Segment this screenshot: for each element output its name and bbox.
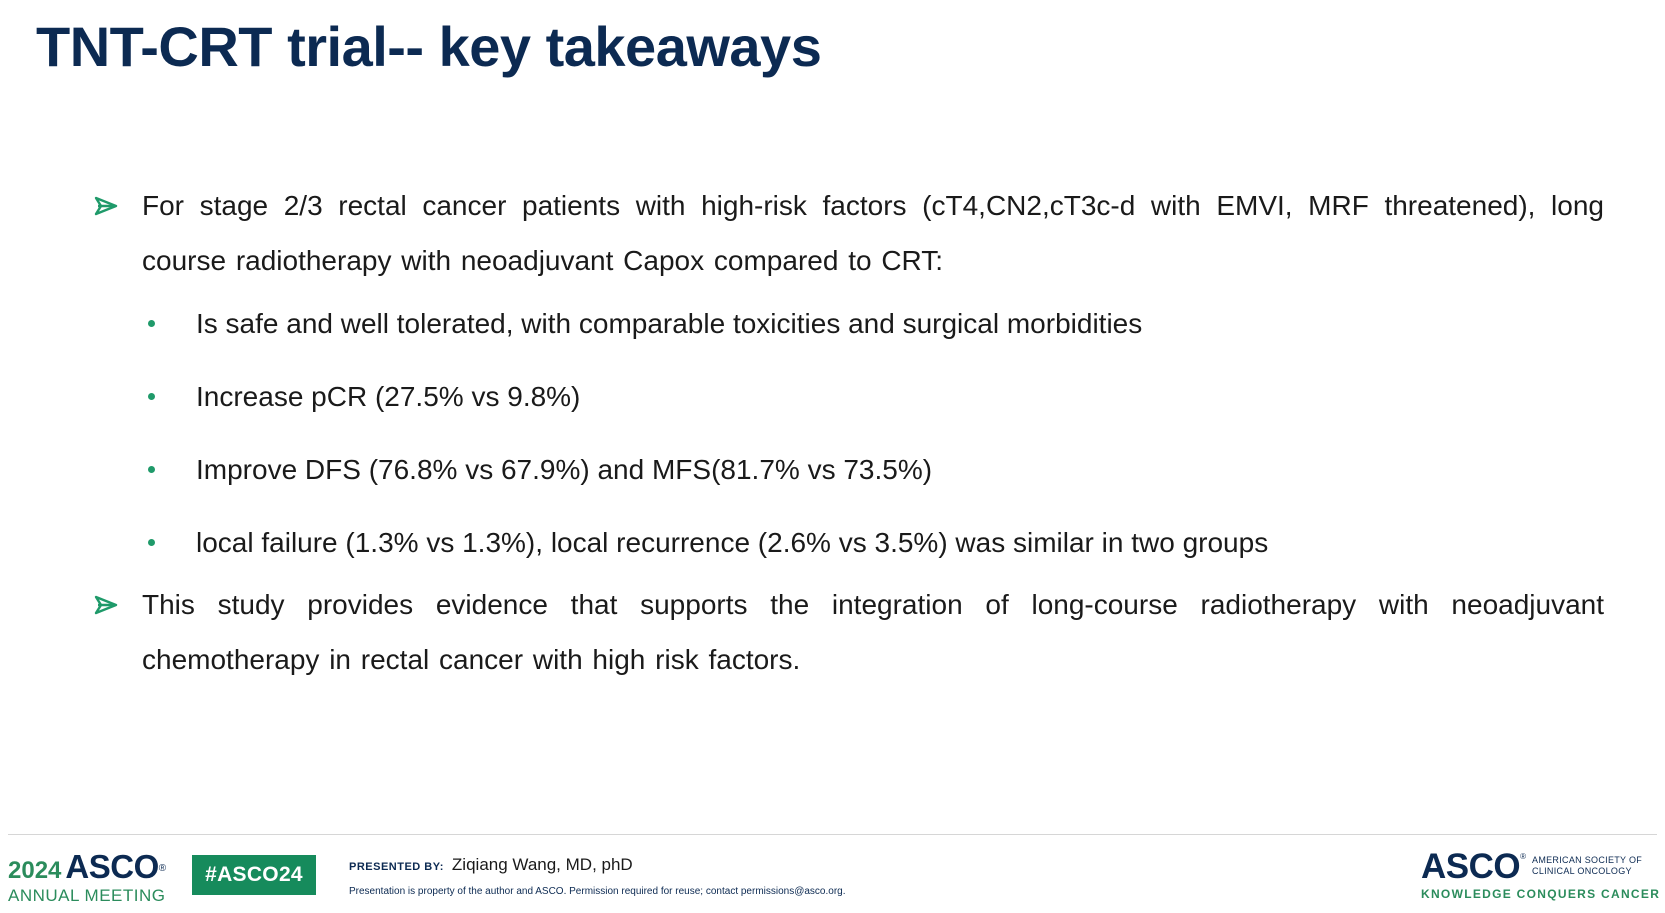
asco-logo: ASCO ® American Society of Clinical Onco… xyxy=(1421,847,1661,902)
sub-bullet-text: Is safe and well tolerated, with compara… xyxy=(196,308,1143,339)
slide-title: TNT-CRT trial-- key takeaways xyxy=(36,15,822,78)
footer-divider xyxy=(8,834,1657,835)
annual-meeting-logo: 2024 ASCO ® ANNUAL MEETING xyxy=(8,850,166,906)
bullet-text: For stage 2/3 rectal cancer patients wit… xyxy=(142,190,1604,276)
arrow-bullet-icon xyxy=(94,178,118,233)
dot-bullet-icon xyxy=(148,466,155,473)
presented-by-label: PRESENTED BY: xyxy=(349,861,444,873)
presented-by: PRESENTED BY: Ziqiang Wang, MD, phD xyxy=(349,855,633,875)
logo-brand: ASCO xyxy=(1421,847,1521,886)
bullet-item: This study provides evidence that suppor… xyxy=(94,577,1604,687)
hashtag-badge: #ASCO24 xyxy=(192,855,316,895)
sub-bullet-item: Improve DFS (76.8% vs 67.9%) and MFS(81.… xyxy=(94,450,1604,490)
logo-registered-mark: ® xyxy=(1520,852,1527,861)
logo-tagline: Knowledge Conquers Cancer xyxy=(1421,887,1661,901)
slide-body: For stage 2/3 rectal cancer patients wit… xyxy=(94,178,1604,687)
bullet-item: For stage 2/3 rectal cancer patients wit… xyxy=(94,178,1604,288)
meeting-brand: ASCO xyxy=(65,848,159,885)
sub-bullet-item: Is safe and well tolerated, with compara… xyxy=(94,304,1604,344)
presenter-name: Ziqiang Wang, MD, phD xyxy=(451,855,633,874)
disclaimer-text: Presentation is property of the author a… xyxy=(349,886,846,897)
meeting-registered-mark: ® xyxy=(158,863,167,874)
dot-bullet-icon xyxy=(148,320,155,327)
logo-society-name: American Society of Clinical Oncology xyxy=(1532,855,1643,876)
dot-bullet-icon xyxy=(148,393,155,400)
sub-bullet-text: Increase pCR (27.5% vs 9.8%) xyxy=(196,381,581,412)
sub-bullet-text: local failure (1.3% vs 1.3%), local recu… xyxy=(196,527,1269,558)
sub-bullet-list: Is safe and well tolerated, with compara… xyxy=(94,304,1604,563)
meeting-subtitle: ANNUAL MEETING xyxy=(8,886,166,905)
sub-bullet-text: Improve DFS (76.8% vs 67.9%) and MFS(81.… xyxy=(196,454,933,485)
sub-bullet-item: Increase pCR (27.5% vs 9.8%) xyxy=(94,377,1604,417)
bullet-text: This study provides evidence that suppor… xyxy=(142,589,1604,675)
dot-bullet-icon xyxy=(148,539,155,546)
arrow-bullet-icon xyxy=(94,577,118,632)
meeting-year: 2024 xyxy=(8,857,62,884)
sub-bullet-item: local failure (1.3% vs 1.3%), local recu… xyxy=(94,523,1604,563)
